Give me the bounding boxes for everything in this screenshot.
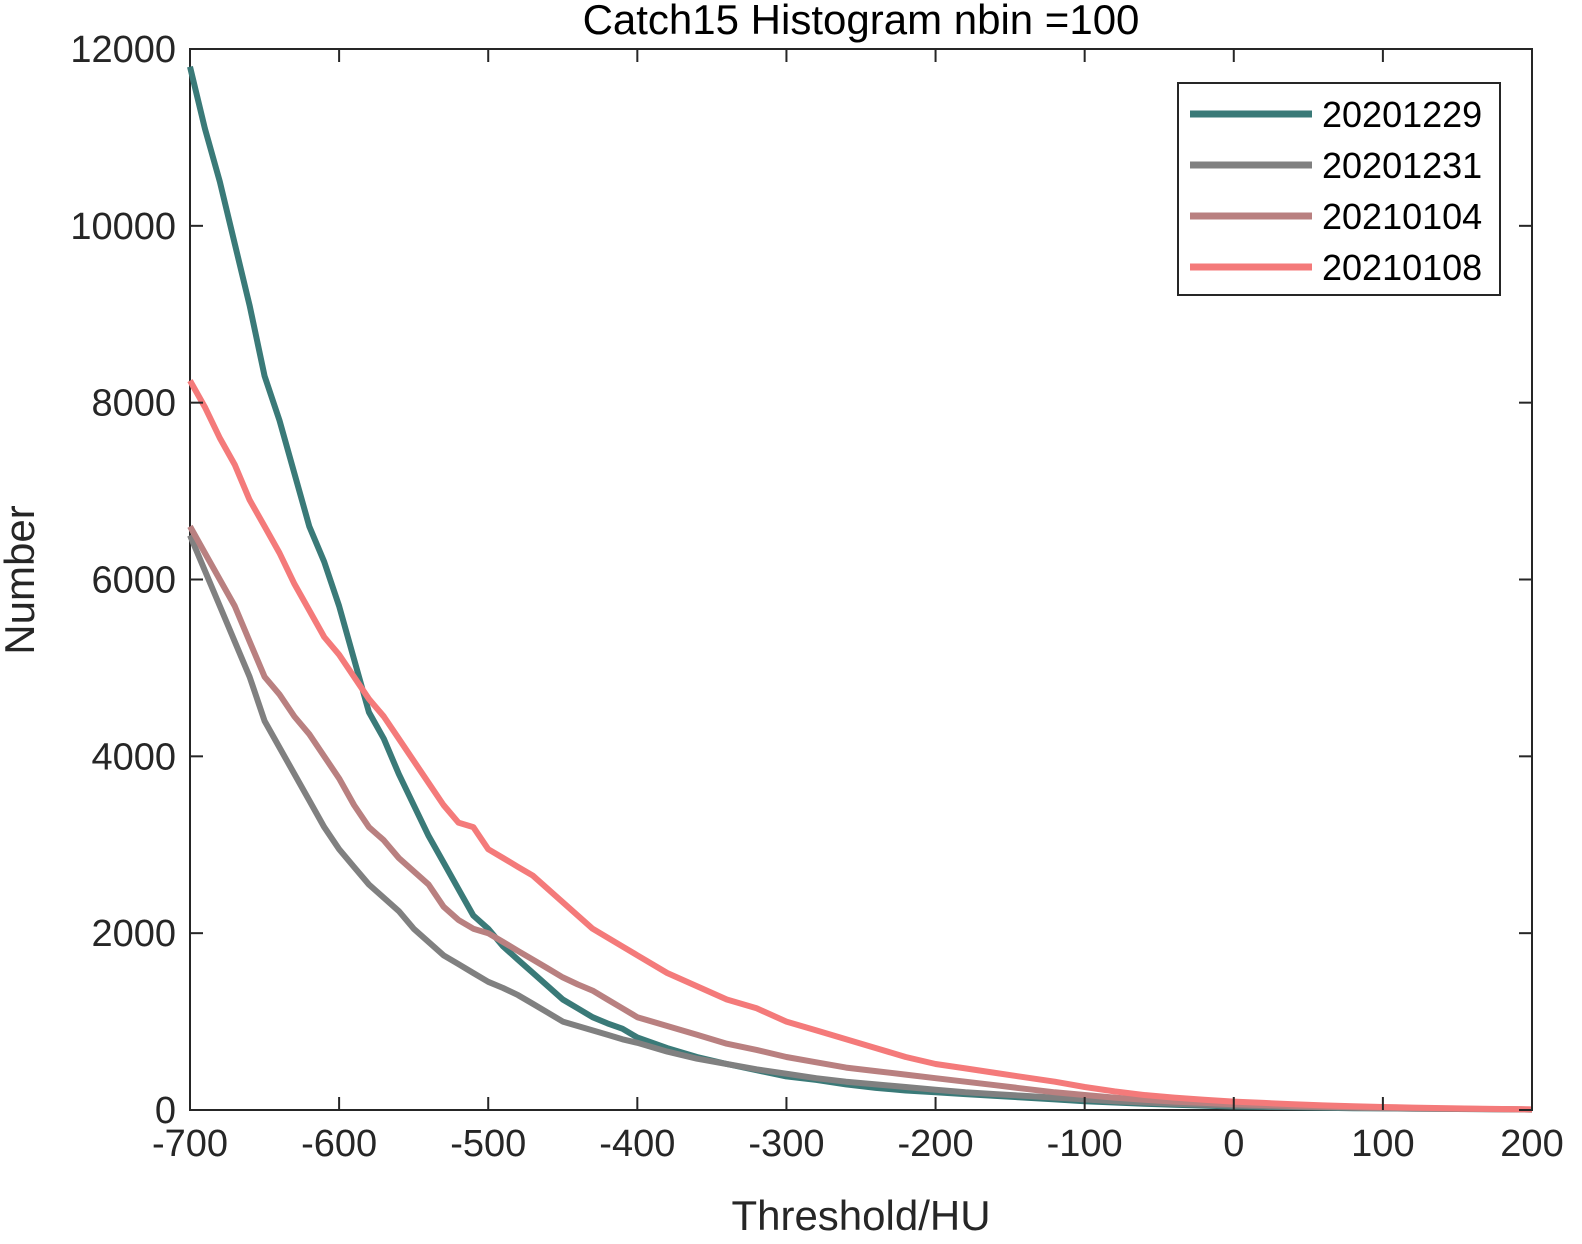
x-axis-title: Threshold/HU [731,1192,990,1239]
x-tick-label: -500 [450,1123,526,1165]
x-tick-label: 200 [1500,1123,1563,1165]
x-tick-label: 100 [1351,1123,1414,1165]
y-tick-label: 4000 [91,736,176,778]
x-tick-label: -200 [898,1123,974,1165]
legend-label: 20210108 [1322,247,1482,288]
x-tick-label: -400 [599,1123,675,1165]
x-tick-label: 0 [1223,1123,1244,1165]
y-tick-label: 8000 [91,383,176,425]
y-axis-title: Number [0,505,43,654]
y-tick-label: 2000 [91,913,176,955]
x-tick-label: -100 [1047,1123,1123,1165]
x-tick-label: -700 [152,1123,228,1165]
y-tick-label: 0 [155,1090,176,1132]
legend-label: 20201229 [1322,94,1482,135]
legend-box [1177,82,1501,296]
x-tick-label: -300 [748,1123,824,1165]
x-tick-label: -600 [301,1123,377,1165]
y-tick-label: 10000 [70,206,176,248]
chart-title: Catch15 Histogram nbin =100 [583,0,1140,43]
y-tick-label: 6000 [91,560,176,602]
y-tick-label: 12000 [70,29,176,71]
legend-label: 20210104 [1322,196,1482,237]
ticks-layer: -700 -600 -500 -400 -300 -200 -100 0 100 20002000… [70,29,1563,1165]
legend: 20201229 20201231 20210104 20210108 [1177,82,1501,296]
legend-label: 20201231 [1322,145,1482,186]
